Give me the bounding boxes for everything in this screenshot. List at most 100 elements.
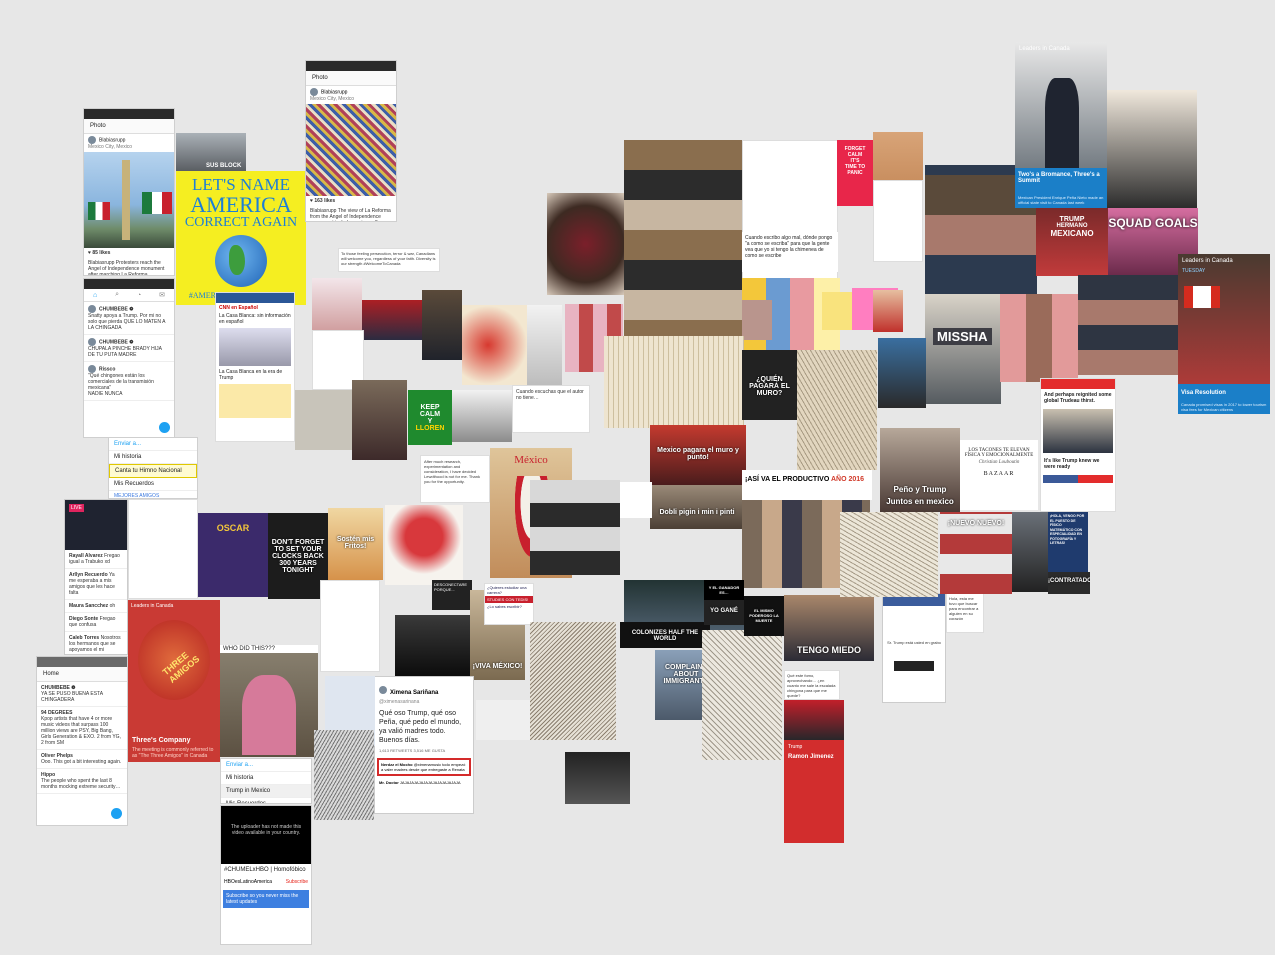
note-hola: Hola, esta me tuvo que buscar para encon… bbox=[946, 593, 984, 633]
meme-wall-text: ¿QUIÉN PAGARÁ EL MURO? bbox=[742, 350, 797, 420]
avatar bbox=[310, 88, 318, 96]
instagram-post-angel[interactable]: Photo Blabiasrupp Mexico City, Mexico ♥ … bbox=[83, 108, 175, 276]
story-title: Visa Resolution bbox=[1181, 390, 1226, 396]
menu-item[interactable]: Mi historia bbox=[109, 451, 197, 464]
tweet-right[interactable]: Cuando escribo algo mal, dónde pongo "a … bbox=[742, 232, 838, 272]
tweet[interactable]: Hippo The people who spent the last 8 mon… bbox=[37, 769, 127, 794]
instagram-post-crowd[interactable]: Photo Blabiasrupp Mexico City, Mexico ♥ 1… bbox=[305, 60, 397, 222]
comment: Caleb Torres Nosotros los hermanos que s… bbox=[65, 632, 127, 654]
tweet-handle: @ximenasarinana bbox=[379, 699, 420, 705]
meme-productivo: ¡ASÍ VA EL PRODUCTIVO AÑO 2016 bbox=[742, 470, 872, 500]
poster-title: México bbox=[514, 454, 548, 466]
meme-fisico: ¡HOLA, VENGO POR EL PUESTO DE FÍSICO MAT… bbox=[1048, 512, 1088, 572]
story-header: Leaders in Canada bbox=[131, 603, 174, 609]
meme-text: ¡VIVA MÉXICO! bbox=[472, 663, 523, 670]
oscar-title: OSCAR bbox=[216, 523, 250, 533]
photo-cartoon-devils bbox=[462, 305, 527, 385]
tweet[interactable]: CHUMBEBE ❁ Snatty apoya a Trump. Por mi n… bbox=[84, 302, 174, 335]
engraving-warrior bbox=[530, 622, 616, 740]
comment: Diego Sonte Fregao que confusa bbox=[65, 613, 127, 632]
leaders-story-bottom[interactable]: Leaders in Canada TUESDAY Visa Resolutio… bbox=[1178, 254, 1270, 414]
tweet-stats: 1,613 RETWEETS 3,516 ME GUSTA bbox=[379, 748, 446, 753]
leaders-story-top[interactable]: Leaders in Canada Two's a Bromance, Thre… bbox=[1015, 42, 1107, 208]
logo-block bbox=[894, 661, 934, 671]
tweet-text: Cuando escribo algo mal, dónde pongo "a … bbox=[745, 235, 833, 259]
post-header: Photo bbox=[84, 119, 174, 134]
tweet[interactable]: Oliver Phelps Ooo. This got a bit interes… bbox=[37, 750, 127, 769]
comment: Arllyn Recuerdo Ya me esperaba a mis ami… bbox=[65, 569, 127, 600]
flamenco-dancer bbox=[385, 505, 463, 585]
youtube-video[interactable]: The uploader has not made this video ava… bbox=[220, 805, 312, 945]
portrait-caption: WHO DID THIS??? bbox=[220, 645, 318, 653]
keep-calm-line: Y bbox=[427, 418, 433, 425]
story-header: Leaders in Canada bbox=[1019, 46, 1070, 52]
home-icon[interactable]: ⌂ bbox=[92, 291, 98, 299]
clocks-meme: DON'T FORGET TO SET YOUR CLOCKS BACK 300… bbox=[268, 513, 328, 599]
cnn-mobile-page[interactable]: CNN en Español La Casa Blanca: sin infor… bbox=[215, 292, 295, 442]
story-title: Two's a Bromance, Three's a Summit bbox=[1018, 172, 1100, 184]
meme-text: Mexico pagara el muro y punto! bbox=[657, 447, 739, 461]
tweet-ximena[interactable]: Ximena Sariñana @ximenasarinana Qué oso … bbox=[374, 676, 474, 814]
video-player[interactable]: The uploader has not made this video ava… bbox=[221, 806, 311, 864]
subscribe-button[interactable]: Subscribe bbox=[285, 879, 308, 885]
reply-highlight[interactable]: Nerdzz el Mocho @ximenamusic todo empezó… bbox=[377, 758, 471, 776]
live-video-comments[interactable]: LIVE Rayall Alvarez Fregao igual a Trabu… bbox=[64, 499, 128, 655]
compose-button[interactable] bbox=[111, 808, 122, 819]
tweet-user: CHUMBEBE ❁ bbox=[99, 339, 134, 346]
status-bar bbox=[84, 279, 174, 289]
bell-icon[interactable]: ◔ bbox=[136, 291, 142, 299]
tweet[interactable]: CHUMBEBE ❁ CHUPALA PINCHE BRADY HIJA DE T… bbox=[84, 335, 174, 362]
store-sign: MISSHA bbox=[933, 328, 992, 345]
search-icon[interactable]: ⌕ bbox=[115, 291, 120, 298]
story-tag: TUESDAY bbox=[1182, 268, 1206, 274]
figure bbox=[242, 675, 296, 755]
story-text: Mexican President Enrique Peña Nieto mad… bbox=[1018, 195, 1104, 205]
snap-send-menu[interactable]: Enviar a... Mi historia Canta tu Himno N… bbox=[108, 437, 198, 499]
twitter-feed-chumbebe[interactable]: ⌂ ⌕ ◔ ✉ CHUMBEBE ❁ Snatty apoya a Trump. … bbox=[83, 278, 175, 438]
twitter-home-feed[interactable]: Home CHUMBEBE ❁ YA SE PUSO BUENA ESTA CHI… bbox=[36, 656, 128, 826]
share-buttons[interactable] bbox=[1043, 475, 1113, 483]
menu-item[interactable]: Mi historia bbox=[221, 772, 311, 785]
emoji-list bbox=[128, 499, 198, 599]
buzzfeed-page[interactable]: And perhaps reignited some global Trudea… bbox=[1040, 378, 1116, 512]
meme-colonies: COLONIZES HALF THE WORLD bbox=[620, 622, 710, 648]
tweet-trump-small[interactable] bbox=[873, 180, 923, 262]
note-text: After much research, experimentation and… bbox=[424, 459, 480, 484]
mail-icon[interactable]: ✉ bbox=[159, 292, 165, 299]
article-photo bbox=[1043, 409, 1113, 453]
compose-button[interactable] bbox=[159, 422, 170, 433]
poster-line: CORRECT AGAIN bbox=[184, 215, 298, 230]
cnn-title: La Casa Blanca: sin información en españ… bbox=[219, 313, 291, 325]
tweet[interactable]: CHUMBEBE ❁ YA SE PUSO BUENA ESTA CHINGADE… bbox=[37, 682, 127, 707]
menu-item[interactable]: Mis Recuerdos bbox=[221, 798, 311, 803]
meme-text: TRUMP bbox=[1059, 216, 1085, 223]
menu-item[interactable]: Mis Recuerdos bbox=[109, 478, 197, 491]
phone-news-blue[interactable]: Sr. Trump está usted en grabo bbox=[882, 593, 946, 703]
tweet[interactable]: Rissco "Qué chingones están los comercial… bbox=[84, 362, 174, 401]
tweet-text: Qué este fomo, aprovechando… ¿en cuanto … bbox=[787, 673, 836, 698]
subscribe-banner[interactable]: Subscribe so you never miss the latest u… bbox=[223, 890, 309, 908]
channel-name[interactable]: HBOesLatinoAmerica bbox=[224, 879, 273, 885]
note-text: Sr. Trump está usted en grabo bbox=[887, 640, 941, 645]
snap-send-menu-trump[interactable]: Enviar a... Mi historia Trump in Mexico … bbox=[220, 758, 312, 804]
meme-text: ¡HOLA, VENGO POR EL PUESTO DE FÍSICO MAT… bbox=[1050, 514, 1085, 545]
note-lewdthood: After much research, experimentation and… bbox=[420, 455, 490, 503]
poster-line: IT'S bbox=[850, 158, 860, 164]
three-amigos-story[interactable]: Leaders in Canada THREE AMIGOS Three's C… bbox=[128, 600, 220, 762]
tweet-text: "Qué chingones están los comerciales de … bbox=[88, 373, 154, 391]
menu-title: Enviar a... bbox=[109, 438, 197, 451]
quote-text: LOS TACONES TE ELEVAN FÍSICA Y EMOCIONAL… bbox=[964, 448, 1034, 458]
tweet-welcome-canada[interactable]: To those feeling persecution, terror & w… bbox=[338, 248, 440, 272]
avatar bbox=[88, 305, 96, 313]
note-text: Cuando escuchas que el autor no tiene… bbox=[516, 389, 584, 401]
menu-item-selected[interactable]: Trump in Mexico bbox=[221, 785, 311, 798]
reply[interactable]: Mr. Doctor JAJAJAJAJAJAJAJAJAJAJAJAJA bbox=[379, 780, 461, 785]
post-user: Blabiasrupp bbox=[99, 137, 126, 144]
photo-missha-store: MISSHA bbox=[925, 294, 1001, 404]
ad-carrera[interactable]: ¿Quieres estudiar una carrera? STUDIES C… bbox=[484, 583, 534, 625]
forget-calm-poster: FORGET CALM IT'S TIME TO PANIC bbox=[837, 140, 873, 206]
flag-mexico-2 bbox=[88, 202, 110, 220]
tweet-maria[interactable]: Qué este fomo, aprovechando… ¿en cuanto … bbox=[784, 670, 840, 700]
tweet[interactable]: 94 DEGREES Kpop artists that have 4 or mo… bbox=[37, 707, 127, 750]
menu-item-selected[interactable]: Canta tu Himno Nacional bbox=[109, 464, 197, 478]
